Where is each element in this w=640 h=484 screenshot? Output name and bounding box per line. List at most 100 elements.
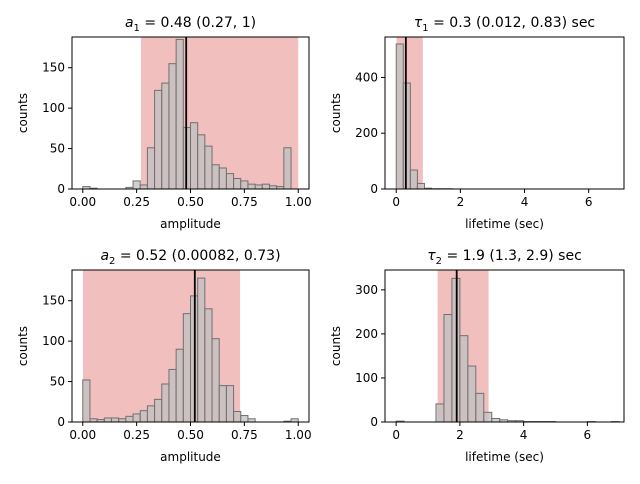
x-tick-label: 0.25	[123, 428, 150, 442]
histogram-bar	[162, 384, 169, 422]
y-tick-label: 0	[57, 182, 65, 196]
x-tick-label: 1.00	[285, 195, 312, 209]
x-tick-label: 0.50	[177, 428, 204, 442]
histogram-bar	[198, 278, 205, 422]
histogram-bar	[133, 414, 140, 422]
x-tick-label: 0.75	[231, 195, 258, 209]
x-axis-label: lifetime (sec)	[465, 217, 544, 231]
x-tick-label: 6	[584, 428, 592, 442]
histogram-bar	[191, 123, 198, 189]
histogram-bar	[126, 416, 133, 422]
histogram-bar	[226, 386, 233, 422]
histogram-bar	[198, 135, 205, 189]
histogram-bar	[219, 386, 226, 422]
subplot-title: τ1 = 0.3 (0.012, 0.83) sec	[414, 15, 595, 34]
histogram-bar	[140, 185, 147, 189]
histogram-bar	[234, 411, 241, 422]
histogram-bar	[140, 411, 147, 422]
histogram-bar	[147, 148, 154, 189]
histogram-bar	[111, 418, 118, 422]
histogram-bar	[444, 314, 452, 422]
y-axis-label: counts	[16, 93, 30, 133]
y-tick-label: 300	[355, 283, 378, 297]
x-tick-label: 2	[456, 428, 464, 442]
subplot-1: 0.00 0.25 0.50 0.75 1.00 0 50 100 150 amplitude co…	[16, 15, 312, 231]
subplot-title: a1 = 0.48 (0.27, 1)	[125, 15, 256, 34]
x-tick-label: 0	[392, 195, 400, 209]
histogram-bar	[460, 336, 468, 422]
x-tick-label: 2	[457, 195, 465, 209]
histogram-bar	[476, 393, 484, 422]
histogram-bar	[234, 178, 241, 189]
histogram-bar	[212, 165, 219, 189]
axes-frame	[385, 270, 624, 422]
x-axis-label: amplitude	[160, 217, 221, 231]
x-tick-label: 0.50	[177, 195, 204, 209]
subplot-2: 0 2 4 6 0 200 400 lifetime (sec) counts τ1 = 0.3 …	[329, 15, 624, 231]
histogram-bar	[255, 185, 262, 189]
histogram-bar	[176, 39, 183, 189]
x-tick-label: 0.00	[69, 428, 96, 442]
histogram-bar	[212, 339, 219, 422]
histogram-bar	[155, 399, 162, 422]
histogram-bar	[183, 314, 190, 422]
x-axis-label: amplitude	[160, 450, 221, 464]
histogram-bar	[176, 349, 183, 422]
x-tick-label: 0.75	[231, 428, 258, 442]
histogram-bar	[403, 83, 410, 189]
histogram-bar	[226, 174, 233, 189]
histogram-bar	[219, 168, 226, 189]
y-tick-label: 0	[370, 415, 378, 429]
subplot-title: τ2 = 1.9 (1.3, 2.9) sec	[427, 248, 582, 267]
histogram-bar	[205, 146, 212, 189]
histogram-bar	[241, 181, 248, 189]
histogram-bar	[155, 90, 162, 189]
histogram-bar	[417, 183, 424, 189]
histogram-bar	[492, 418, 500, 422]
y-tick-label: 200	[355, 327, 378, 341]
y-axis-label: counts	[16, 326, 30, 366]
x-tick-label: 1.00	[285, 428, 312, 442]
histogram-bar	[396, 44, 403, 189]
histogram-bar	[410, 170, 417, 189]
histogram-bar	[169, 64, 176, 189]
histogram-bar	[147, 406, 154, 422]
histogram-bar	[248, 184, 255, 189]
y-tick-label: 0	[57, 415, 65, 429]
y-tick-label: 150	[42, 61, 65, 75]
subplot-3: 0.00 0.25 0.50 0.75 1.00 0 50 100 150 amplitude co…	[16, 248, 312, 464]
histogram-bar	[169, 369, 176, 422]
histogram-bar	[468, 366, 476, 422]
y-tick-label: 50	[50, 142, 65, 156]
y-tick-label: 200	[355, 126, 378, 140]
y-tick-label: 400	[355, 70, 378, 84]
y-tick-label: 0	[370, 182, 378, 196]
y-tick-label: 100	[42, 101, 65, 115]
x-tick-label: 6	[585, 195, 593, 209]
histogram-bar	[83, 380, 90, 422]
y-tick-label: 150	[42, 294, 65, 308]
histogram-bar	[205, 309, 212, 422]
histogram-bar	[284, 148, 291, 189]
x-tick-label: 4	[520, 428, 528, 442]
subplot-title: a2 = 0.52 (0.00082, 0.73)	[100, 248, 280, 267]
y-tick-label: 100	[42, 334, 65, 348]
y-axis-label: counts	[329, 93, 343, 133]
y-tick-label: 50	[50, 375, 65, 389]
subplot-4: 0 2 4 6 0 100 200 300 lifetime (sec) counts τ2 = 1…	[329, 248, 624, 464]
histogram-bar	[104, 418, 111, 422]
x-tick-label: 0	[392, 428, 400, 442]
histogram-bar	[484, 412, 492, 422]
histogram-bar	[133, 181, 140, 189]
histogram-bar	[262, 184, 269, 189]
x-tick-label: 4	[521, 195, 529, 209]
x-tick-label: 0.25	[123, 195, 150, 209]
y-tick-label: 100	[355, 371, 378, 385]
y-axis-label: counts	[329, 326, 343, 366]
x-tick-label: 0.00	[69, 195, 96, 209]
histogram-bar	[162, 83, 169, 189]
x-axis-label: lifetime (sec)	[465, 450, 544, 464]
histogram-bar	[241, 416, 248, 422]
